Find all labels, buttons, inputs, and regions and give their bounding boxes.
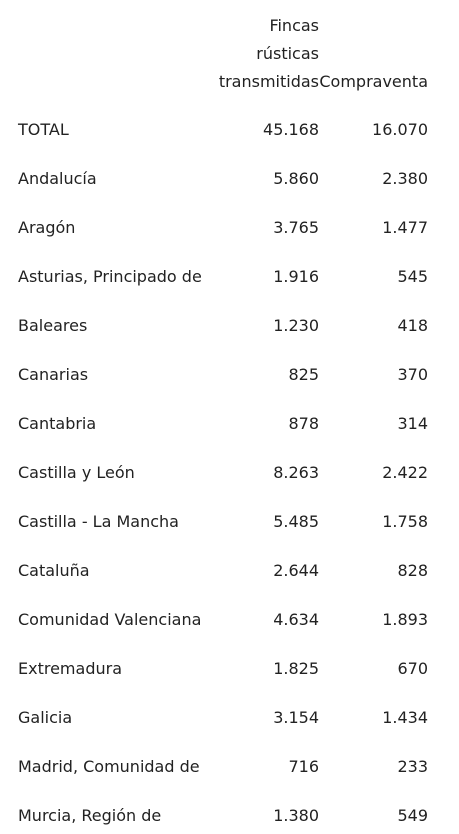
region-cell: Murcia, Región de	[18, 806, 162, 825]
table-header: Fincas rústicas transmitidas Compraventa	[0, 12, 459, 96]
region-cell: Andalucía	[18, 169, 97, 188]
column-header-fincas-line: rústicas	[256, 44, 319, 63]
compraventa-cell: 2.422	[382, 463, 428, 482]
fincas-cell: 45.168	[263, 120, 319, 139]
compraventa-cell: 545	[397, 267, 428, 286]
region-cell: Madrid, Comunidad de	[18, 757, 200, 776]
compraventa-cell: 2.380	[382, 169, 428, 188]
table-row: Galicia 3.154 1.434	[0, 693, 459, 742]
region-cell: Castilla - La Mancha	[18, 512, 179, 531]
table-row: Castilla - La Mancha 5.485 1.758	[0, 497, 459, 546]
region-cell: Comunidad Valenciana	[18, 610, 202, 629]
table-row: Murcia, Región de 1.380 549	[0, 791, 459, 834]
region-cell: Baleares	[18, 316, 88, 335]
compraventa-cell: 828	[397, 561, 428, 580]
table-row: Andalucía 5.860 2.380	[0, 154, 459, 203]
compraventa-cell: 314	[397, 414, 428, 433]
table-row: Cantabria 878 314	[0, 399, 459, 448]
fincas-cell: 4.634	[273, 610, 319, 629]
table-row: Castilla y León 8.263 2.422	[0, 448, 459, 497]
table-row: Comunidad Valenciana 4.634 1.893	[0, 595, 459, 644]
fincas-cell: 1.916	[273, 267, 319, 286]
compraventa-cell: 233	[397, 757, 428, 776]
table-body: TOTAL 45.168 16.070 Andalucía 5.860 2.380 Arag…	[0, 105, 459, 834]
fincas-cell: 5.860	[273, 169, 319, 188]
fincas-cell: 1.825	[273, 659, 319, 678]
region-cell: Extremadura	[18, 659, 122, 678]
compraventa-cell: 1.434	[382, 708, 428, 727]
fincas-cell: 8.263	[273, 463, 319, 482]
compraventa-cell: 549	[397, 806, 428, 825]
compraventa-cell: 1.893	[382, 610, 428, 629]
region-cell: Cataluña	[18, 561, 90, 580]
fincas-cell: 3.154	[273, 708, 319, 727]
fincas-cell: 716	[288, 757, 319, 776]
region-cell: Cantabria	[18, 414, 97, 433]
compraventa-cell: 1.758	[382, 512, 428, 531]
region-cell: Aragón	[18, 218, 76, 237]
fincas-cell: 878	[288, 414, 319, 433]
compraventa-cell: 418	[397, 316, 428, 335]
table-row: Extremadura 1.825 670	[0, 644, 459, 693]
table-row: Madrid, Comunidad de 716 233	[0, 742, 459, 791]
column-header-fincas-line: transmitidas	[218, 72, 319, 91]
table-row: Canarias 825 370	[0, 350, 459, 399]
fincas-cell: 5.485	[273, 512, 319, 531]
column-header-compraventa: Compraventa	[319, 68, 428, 96]
compraventa-cell: 370	[397, 365, 428, 384]
region-cell: Canarias	[18, 365, 89, 384]
fincas-cell: 1.230	[273, 316, 319, 335]
region-cell: Galicia	[18, 708, 73, 727]
column-header-fincas: Fincas rústicas transmitidas	[219, 12, 319, 96]
table-row: Asturias, Principado de 1.916 545	[0, 252, 459, 301]
fincas-cell: 1.380	[273, 806, 319, 825]
region-cell: TOTAL	[18, 120, 69, 139]
table-row: Aragón 3.765 1.477	[0, 203, 459, 252]
region-cell: Asturias, Principado de	[18, 267, 202, 286]
region-cell: Castilla y León	[18, 463, 135, 482]
fincas-cell: 825	[288, 365, 319, 384]
column-header-fincas-line: Fincas	[269, 16, 319, 35]
table-row: TOTAL 45.168 16.070	[0, 105, 459, 154]
column-header-compraventa-label: Compraventa	[319, 72, 428, 91]
compraventa-cell: 16.070	[372, 120, 428, 139]
fincas-cell: 2.644	[273, 561, 319, 580]
table-row: Baleares 1.230 418	[0, 301, 459, 350]
compraventa-cell: 1.477	[382, 218, 428, 237]
fincas-cell: 3.765	[273, 218, 319, 237]
table-row: Cataluña 2.644 828	[0, 546, 459, 595]
compraventa-cell: 670	[397, 659, 428, 678]
